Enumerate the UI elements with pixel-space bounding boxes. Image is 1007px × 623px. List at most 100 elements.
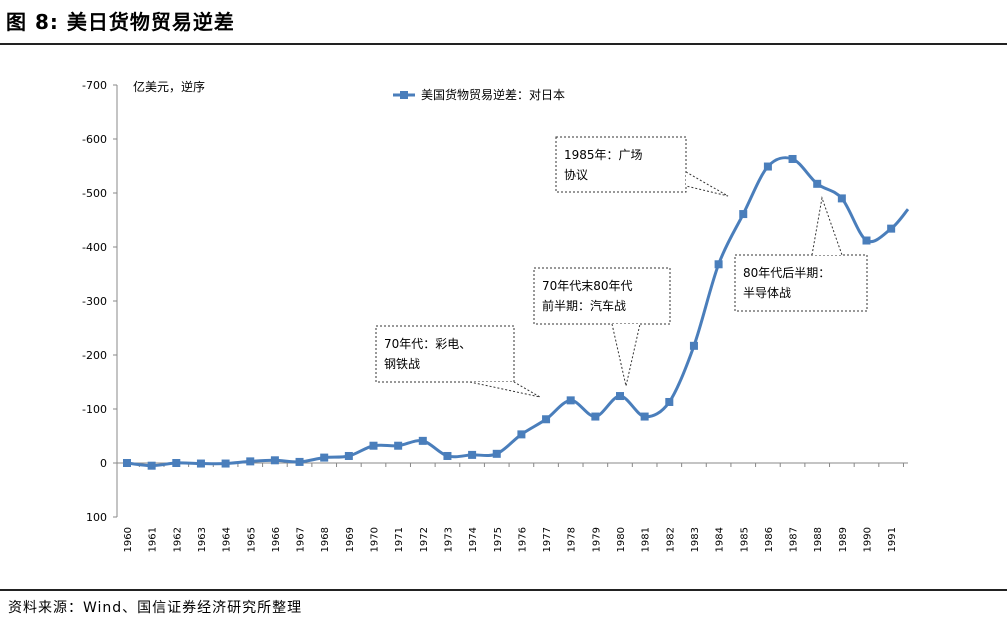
callout-box	[375, 325, 515, 383]
data-point	[369, 441, 378, 450]
y-tick-label: -200	[82, 349, 107, 362]
unit-label: 亿美元，逆序	[133, 79, 205, 94]
y-tick-label: -400	[82, 241, 107, 254]
source-note: 资料来源：Wind、国信证券经济研究所整理	[8, 600, 303, 616]
x-tick-label: 1962	[172, 527, 183, 552]
data-point	[714, 260, 723, 269]
callout-pointer	[469, 381, 541, 398]
x-tick-label: 1966	[271, 527, 282, 552]
x-tick-label: 1988	[813, 527, 824, 552]
data-point	[492, 449, 501, 458]
callout-pointer	[611, 323, 641, 387]
data-point	[270, 456, 279, 465]
series-layer	[123, 154, 910, 470]
x-tick-label: 1979	[591, 527, 602, 552]
y-tick-label: -300	[82, 295, 107, 308]
x-tick-label: 1984	[715, 527, 726, 552]
x-tick-label: 1981	[641, 527, 652, 552]
y-tick-label: 100	[86, 511, 107, 524]
data-point	[542, 415, 551, 424]
x-tick-label: 1961	[148, 527, 159, 552]
x-tick-label: 1971	[394, 527, 405, 552]
data-point	[320, 453, 329, 462]
x-tick-label: 1982	[665, 527, 676, 552]
y-tick-label: -500	[82, 187, 107, 200]
data-point	[295, 457, 304, 466]
annotations-layer: 70年代：彩电、钢铁战70年代末80年代前半期：汽车战1985年：广场协议80年…	[375, 136, 868, 398]
figure-title: 图 8: 美日货物贸易逆差	[6, 10, 235, 34]
data-point	[196, 459, 205, 468]
x-axis: 1960 1961 1962 1963 1964 1965 1966 1967 1968 1969…	[117, 462, 908, 552]
data-point	[616, 392, 624, 401]
callout-text: 1985年：广场	[564, 148, 643, 162]
data-point	[344, 451, 353, 460]
data-point	[837, 194, 846, 203]
x-tick-label: 1985	[739, 527, 750, 552]
x-tick-label: 1968	[320, 527, 331, 552]
x-tick-label: 1970	[370, 527, 381, 552]
x-tick-label: 1974	[468, 527, 479, 552]
data-point	[468, 450, 477, 459]
x-tick-label: 1963	[197, 527, 208, 552]
data-point	[172, 459, 181, 467]
top-rule	[0, 43, 1007, 45]
data-point	[640, 412, 649, 421]
data-point	[763, 162, 772, 171]
x-tick-label: 1975	[493, 527, 504, 552]
x-tick-label: 1978	[567, 527, 578, 552]
annotation-callout: 70年代：彩电、钢铁战	[375, 325, 541, 398]
callout-text: 80年代后半期：	[743, 266, 830, 280]
x-tick-label: 1960	[123, 527, 134, 552]
data-point	[443, 451, 452, 460]
data-point	[123, 459, 131, 467]
data-point	[591, 412, 600, 421]
x-tick-label: 1989	[838, 527, 849, 552]
data-point	[689, 341, 698, 350]
y-tick-label: 0	[100, 457, 107, 470]
y-tick-label: -600	[82, 133, 107, 146]
callout-text: 前半期：汽车战	[542, 298, 626, 313]
y-tick-label: -100	[82, 403, 107, 416]
data-point	[246, 457, 255, 466]
x-tick-label: 1980	[616, 527, 627, 552]
x-tick-label: 1965	[246, 527, 257, 552]
callout-pointer	[811, 196, 843, 256]
x-tick-label: 1991	[887, 527, 898, 552]
callout-text: 钢铁战	[384, 357, 420, 371]
x-tick-label: 1969	[345, 527, 356, 552]
data-point	[566, 396, 575, 405]
data-point	[418, 436, 427, 445]
x-tick-label: 1987	[789, 527, 800, 552]
data-point	[517, 430, 526, 439]
callout-text: 70年代：彩电、	[384, 337, 471, 351]
series-line	[126, 156, 910, 468]
x-tick-label: 1967	[296, 527, 307, 552]
data-point	[394, 441, 403, 450]
x-tick-label: 1983	[690, 527, 701, 552]
x-tick-label: 1972	[419, 527, 430, 552]
callout-box	[734, 254, 868, 312]
callout-box	[555, 136, 687, 193]
data-point	[221, 459, 230, 468]
callout-text: 半导体战	[743, 286, 791, 300]
callout-pointer	[685, 171, 729, 197]
callout-box	[533, 267, 671, 325]
legend-label: 美国货物贸易逆差：对日本	[421, 87, 565, 102]
data-point	[887, 224, 896, 233]
annotation-callout: 80年代后半期： 半导体战	[734, 196, 868, 312]
data-point	[813, 179, 822, 188]
data-point	[665, 397, 674, 406]
legend-marker	[400, 91, 408, 99]
callout-text: 协议	[564, 167, 588, 182]
callout-text: 70年代末80年代	[542, 279, 633, 293]
data-point	[788, 154, 797, 163]
x-tick-label: 1977	[542, 527, 553, 552]
data-point	[739, 210, 748, 219]
data-point	[147, 461, 156, 470]
y-tick-label: -700	[82, 79, 107, 92]
x-tick-label: 1986	[764, 527, 775, 552]
